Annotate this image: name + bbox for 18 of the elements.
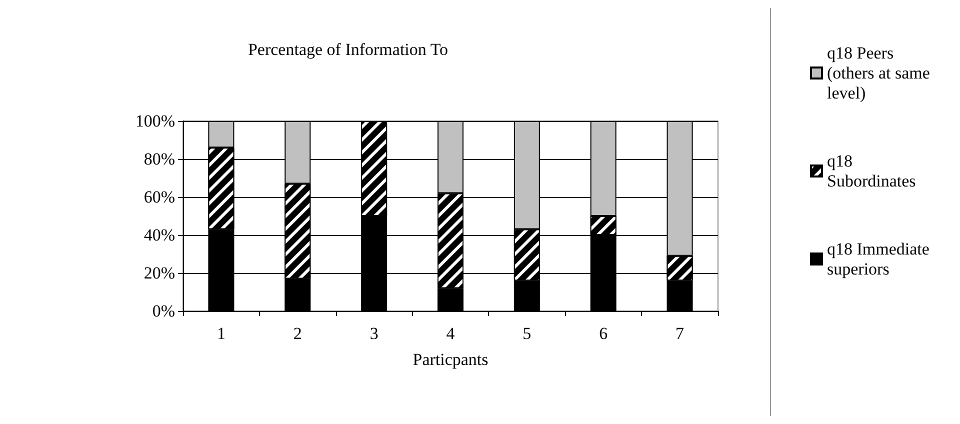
chart-title: Percentage of Information To <box>248 40 448 59</box>
x-axis-title: Particpants <box>412 350 488 369</box>
legend-label: q18 Peers (others at same level) <box>827 44 934 102</box>
x-tick-label: 3 <box>370 324 378 343</box>
x-tick-label: 2 <box>293 324 302 343</box>
y-tick-label: 40% <box>144 226 175 244</box>
y-tick-label: 80% <box>144 150 175 168</box>
x-tick-label: 1 <box>216 324 226 343</box>
y-tick-label: 100% <box>135 112 175 130</box>
x-tick-label: 7 <box>676 324 685 343</box>
y-tick-label: 60% <box>144 188 175 206</box>
x-tick-label: 5 <box>522 324 532 343</box>
legend-label: q18 Subordinates <box>827 152 916 190</box>
x-tick-label: 6 <box>599 324 608 343</box>
y-tick-label: 0% <box>152 302 175 320</box>
y-tick-label: 20% <box>144 264 175 282</box>
legend-label: q18 Immediate superiors <box>827 240 934 278</box>
x-tick-label: 4 <box>446 324 456 343</box>
